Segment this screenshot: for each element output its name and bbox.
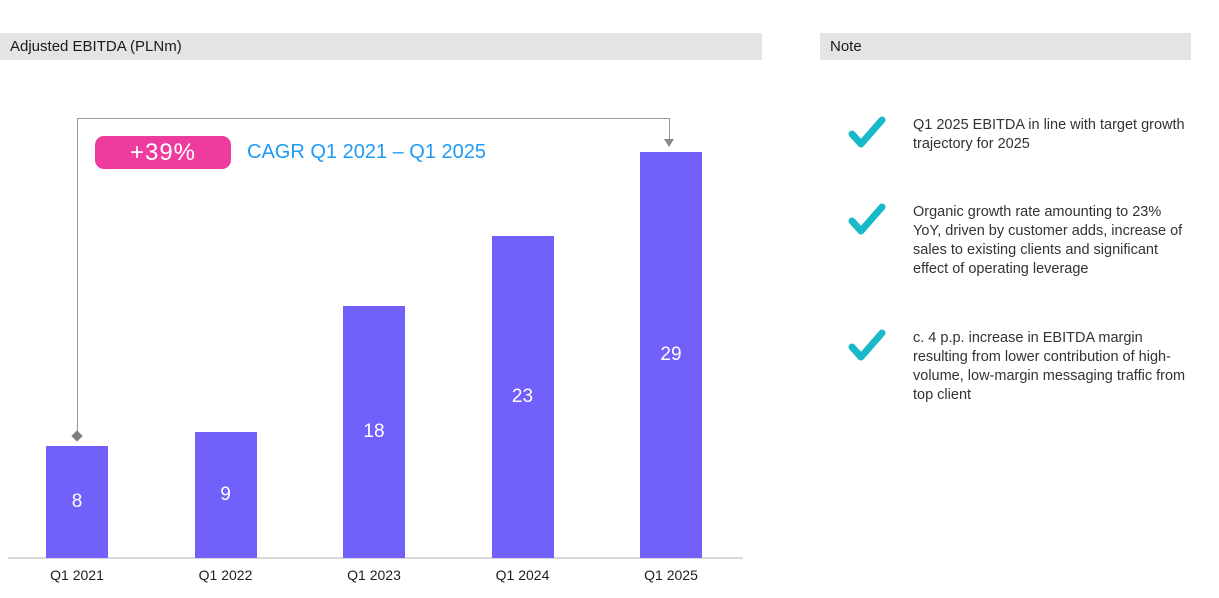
bar-value-label: 23 bbox=[511, 386, 534, 407]
note-item: Q1 2025 EBITDA in line with target growt… bbox=[848, 116, 1191, 155]
note-text: c. 4 p.p. increase in EBITDA margin resu… bbox=[913, 330, 1186, 403]
bar-value-label: 9 bbox=[220, 484, 231, 505]
x-axis-label: Q1 2023 bbox=[347, 567, 401, 583]
bar: 23 bbox=[491, 236, 554, 558]
chart-section-header: Adjusted EBITDA (PLNm) bbox=[0, 33, 762, 60]
checkmark-icon bbox=[848, 116, 886, 155]
note-section-header: Note bbox=[820, 33, 1191, 60]
bar: 9 bbox=[194, 432, 257, 558]
bar-value-label: 29 bbox=[660, 344, 682, 365]
cagr-label: CAGR Q1 2021 – Q1 2025 bbox=[247, 141, 487, 163]
bar: 18 bbox=[343, 306, 405, 558]
ebitda-bar-chart: +39% CAGR Q1 2021 – Q1 2025 8 Q1 2021 9 Q1 … bbox=[8, 118, 743, 583]
note-item: c. 4 p.p. increase in EBITDA margin resu… bbox=[848, 329, 1191, 405]
diamond-marker-icon bbox=[71, 430, 83, 442]
note-item: Organic growth rate amounting to 23% YoY… bbox=[848, 203, 1191, 279]
checkmark-icon bbox=[848, 203, 886, 279]
cagr-bracket-right-line bbox=[669, 118, 670, 140]
arrow-down-icon bbox=[664, 139, 674, 147]
x-axis-line bbox=[8, 557, 743, 559]
bar: 29 bbox=[640, 152, 702, 558]
checkmark-icon bbox=[848, 329, 886, 405]
cagr-bracket-left-line bbox=[77, 118, 78, 432]
x-axis-label: Q1 2025 bbox=[644, 567, 698, 583]
bar-value-label: 18 bbox=[363, 421, 385, 442]
bar-value-label: 8 bbox=[71, 491, 83, 512]
cagr-bracket-top-line bbox=[77, 118, 670, 119]
bar: 8 bbox=[46, 446, 108, 558]
x-axis-label: Q1 2021 bbox=[50, 567, 104, 583]
x-axis-label: Q1 2022 bbox=[198, 567, 253, 583]
note-text: Q1 2025 EBITDA in line with target growt… bbox=[913, 117, 1185, 152]
note-text: Organic growth rate amounting to 23% YoY… bbox=[913, 204, 1183, 277]
cagr-badge: +39% bbox=[95, 136, 231, 169]
x-axis-label: Q1 2024 bbox=[495, 567, 550, 583]
